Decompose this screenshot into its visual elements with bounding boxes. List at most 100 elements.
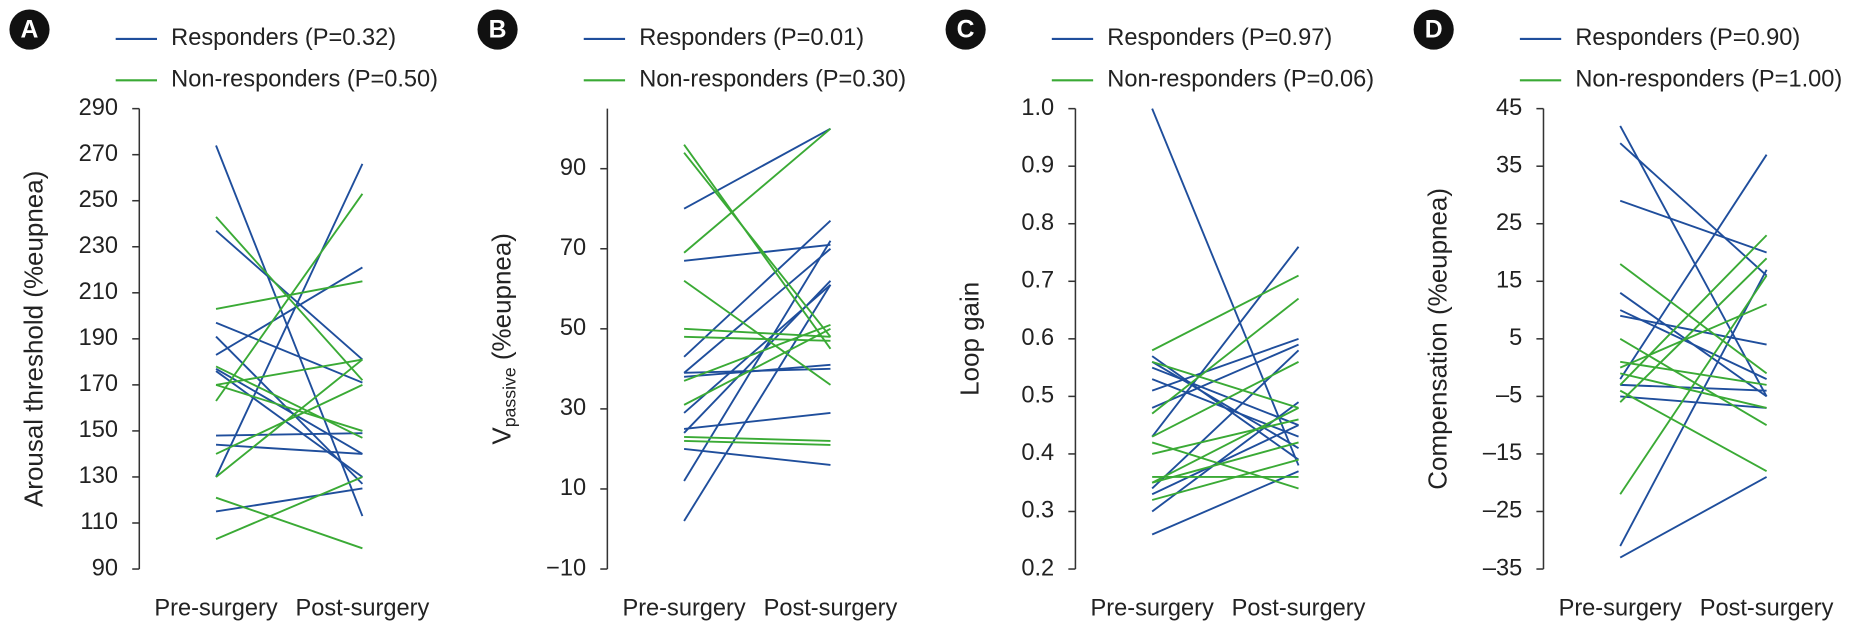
data-line (683, 127, 831, 210)
y-axis-label: Loop gain (954, 282, 984, 396)
data-line (216, 432, 363, 437)
panel: C Responders (P=0.97) Non-responders (P=0.… (945, 9, 1374, 621)
data-line (683, 248, 832, 374)
data-line (684, 435, 831, 442)
legend-label: Responders (P=0.90) (1575, 25, 1800, 51)
panel-badge (1413, 9, 1454, 50)
data-line (1619, 234, 1768, 386)
y-tick-label: 15 (1496, 268, 1522, 294)
data-line (683, 327, 831, 406)
panel: A Responders (P=0.32) Non-responders (P=0.… (9, 9, 438, 621)
data-line (1151, 418, 1299, 455)
data-line (1620, 360, 1767, 386)
y-tick-label: 0.3 (1021, 498, 1054, 524)
y-tick-label: 30 (560, 395, 586, 421)
y-tick-label: 35 (1496, 152, 1522, 178)
y-tick-label: 0.8 (1021, 210, 1054, 236)
data-line (1619, 275, 1768, 495)
data-line (1151, 246, 1300, 438)
y-tick-label: –35 (1483, 555, 1522, 581)
data-line (1151, 337, 1299, 392)
y-tick-label: −10 (546, 555, 586, 581)
data-line (1151, 424, 1299, 496)
data-line (684, 439, 831, 446)
data-line (215, 266, 363, 356)
y-tick-label: 130 (79, 463, 118, 489)
data-line (1151, 274, 1299, 352)
data-line (1620, 383, 1767, 392)
data-line (215, 496, 363, 550)
legend-label: Non-responders (P=1.00) (1575, 67, 1842, 93)
data-line (215, 367, 363, 455)
y-tick-label: 110 (80, 509, 118, 535)
data-line (1619, 338, 1768, 426)
legend-label: Responders (P=0.32) (171, 25, 396, 51)
data-line (683, 220, 832, 358)
y-tick-label: 0.2 (1021, 555, 1054, 581)
panel-badge (945, 9, 986, 50)
data-line (1619, 154, 1768, 380)
y-tick-label: 210 (79, 279, 118, 305)
data-line (1151, 458, 1299, 501)
y-tick-label: 0.9 (1021, 152, 1054, 178)
x-tick-label: Post-surgery (1700, 595, 1834, 621)
y-tick-label: 90 (92, 555, 118, 581)
y-label-sub: passive (499, 367, 519, 427)
y-tick-label: 190 (79, 325, 118, 351)
x-tick-label: Pre-surgery (154, 595, 277, 621)
data-line (215, 370, 363, 478)
y-tick-label: 45 (1496, 95, 1522, 121)
y-tick-label: –25 (1483, 498, 1522, 524)
y-tick-label: 1.0 (1021, 95, 1054, 121)
data-line (1619, 199, 1767, 254)
panel-label: B (489, 16, 507, 43)
data-line (215, 321, 363, 384)
data-line (1151, 407, 1299, 484)
data-line (683, 323, 831, 382)
y-tick-label: –5 (1496, 383, 1522, 409)
y-tick-label: 90 (560, 155, 586, 181)
data-line (1619, 303, 1767, 369)
data-line (1151, 360, 1299, 409)
data-line (1151, 441, 1299, 490)
data-line (1151, 361, 1299, 438)
y-axis-label: Vpassive (%eupnea) (486, 233, 519, 445)
data-line (683, 243, 831, 262)
y-tick-label: –15 (1483, 440, 1522, 466)
legend-label: Responders (P=0.01) (639, 25, 864, 51)
data-line (683, 152, 832, 338)
data-line (1619, 309, 1767, 380)
data-line (683, 127, 832, 254)
y-tick-label: 50 (560, 315, 586, 341)
legend-label: Responders (P=0.97) (1107, 25, 1332, 51)
data-line (215, 487, 363, 513)
y-tick-label: 250 (79, 187, 118, 213)
data-line (684, 327, 831, 338)
data-line (215, 443, 363, 455)
y-label-unit: (%eupnea) (486, 233, 516, 367)
data-line (1151, 297, 1300, 415)
panel: D Responders (P=0.90) Non-responders (P=1.… (1413, 9, 1842, 621)
x-tick-label: Post-surgery (296, 595, 430, 621)
panel-label: C (957, 16, 975, 43)
y-tick-label: 0.7 (1021, 268, 1054, 294)
data-line (215, 383, 363, 432)
data-line (215, 365, 363, 439)
data-line (1151, 441, 1299, 484)
data-line (1619, 257, 1768, 403)
data-line (683, 411, 831, 430)
data-line (683, 144, 832, 350)
data-line (1151, 343, 1299, 409)
panel-badge (9, 9, 50, 50)
y-axis-label: Arousal threshold (%eupnea) (18, 171, 48, 507)
data-line (215, 476, 363, 540)
data-line (215, 163, 364, 478)
x-tick-label: Pre-surgery (622, 595, 745, 621)
y-tick-label: 150 (79, 417, 118, 443)
y-tick-label: 70 (560, 235, 586, 261)
data-line (683, 447, 831, 466)
data-line (215, 145, 364, 517)
data-line (1620, 395, 1767, 409)
x-tick-label: Post-surgery (764, 595, 898, 621)
